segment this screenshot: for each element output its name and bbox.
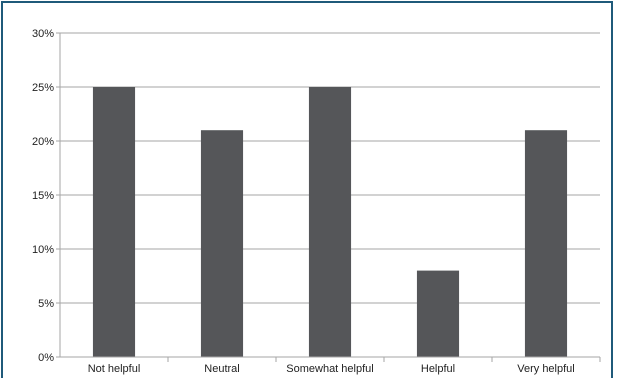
y-tick-label: 15%	[32, 190, 54, 202]
bar	[308, 87, 352, 357]
x-category-label: Very helpful	[517, 363, 574, 375]
y-tick-label: 0%	[38, 352, 54, 364]
y-tick-label: 20%	[32, 136, 54, 148]
bar	[524, 130, 568, 357]
y-tick-label: 30%	[32, 28, 54, 40]
x-category-label: Somewhat helpful	[286, 363, 373, 375]
bar	[92, 87, 136, 357]
x-category-label: Not helpful	[88, 363, 141, 375]
y-tick-label: 10%	[32, 244, 54, 256]
y-tick-label: 25%	[32, 82, 54, 94]
bar	[416, 270, 460, 357]
x-axis-category-labels: Not helpful Neutral Somewhat helpful Helpfu…	[88, 363, 575, 375]
y-tick-label: 5%	[38, 298, 54, 310]
axes	[56, 32, 601, 362]
x-category-label: Helpful	[421, 363, 455, 375]
x-category-label: Neutral	[204, 363, 239, 375]
bars	[92, 87, 568, 357]
bar	[200, 130, 244, 357]
y-axis-tick-labels: 0% 5% 10% 15% 20% 25% 30%	[32, 28, 54, 364]
